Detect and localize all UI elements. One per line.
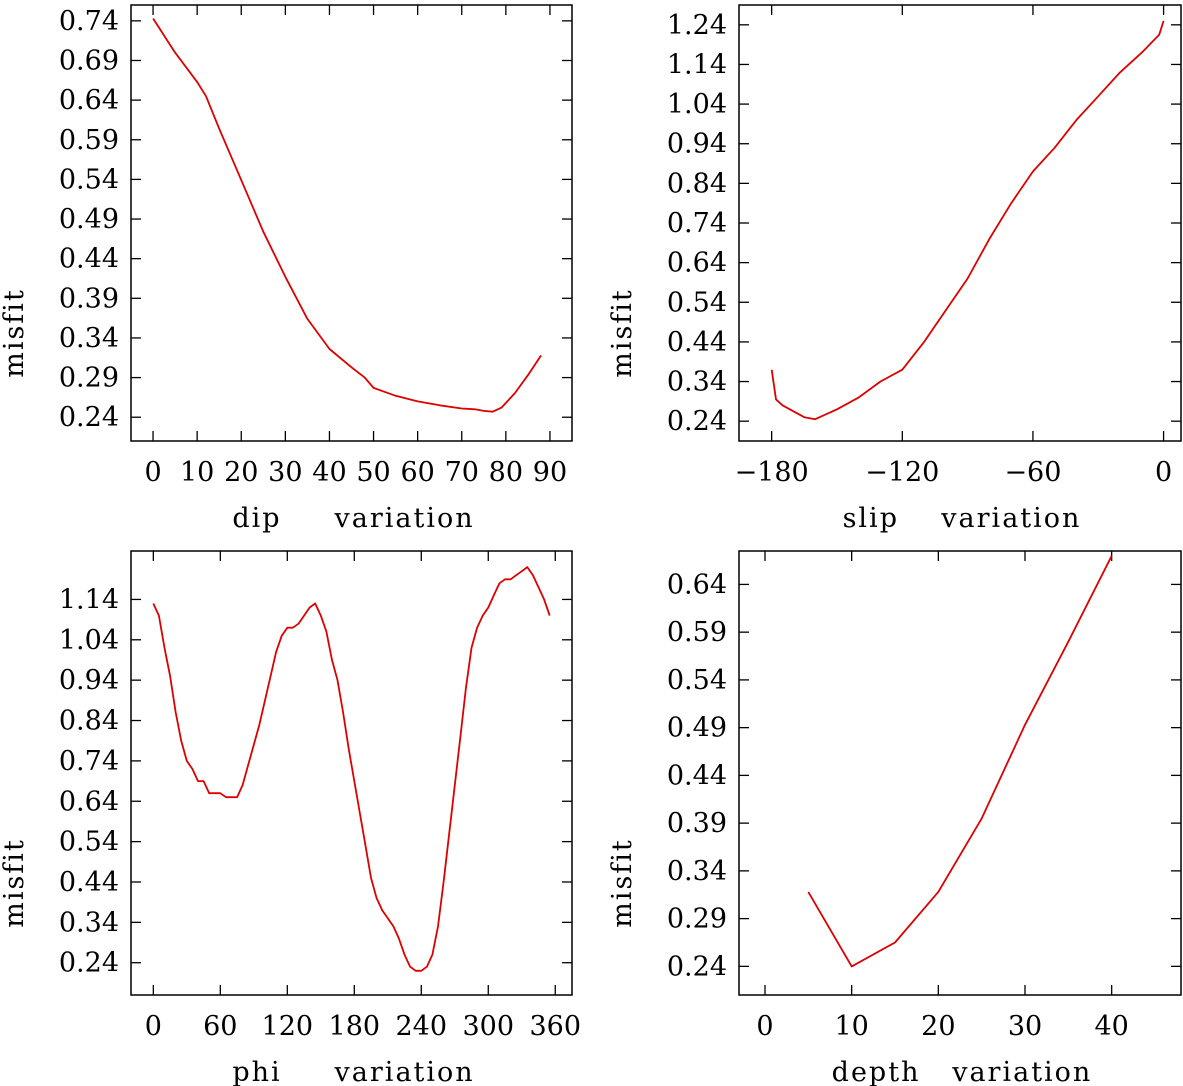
depth-xtick-label: 20 xyxy=(921,1011,955,1042)
phi-ytick-label: 0.74 xyxy=(59,746,119,777)
phi-xtick-label: 60 xyxy=(203,1011,237,1042)
depth-ytick-label: 0.59 xyxy=(667,617,727,648)
slip-ytick-label: 0.94 xyxy=(667,129,727,160)
dip-xaxis-label: dip variation xyxy=(232,503,474,534)
slip-xtick-label: 0 xyxy=(1155,457,1172,488)
dip-ytick-label: 0.74 xyxy=(59,6,119,37)
slip-misfit-line xyxy=(770,20,1165,421)
dip-ytick-label: 0.69 xyxy=(59,45,119,76)
slip-ytick-label: 0.34 xyxy=(667,367,727,398)
dip-xtick-label: 60 xyxy=(400,457,434,488)
depth-panel: 0.24 0.29 0.34 0.39 0.44 0.49 0.54 0.59 0.64 0 10 2… xyxy=(607,550,1182,1086)
slip-plot-frame xyxy=(738,4,1182,442)
slip-panel: 0.24 0.34 0.44 0.54 0.64 0.74 0.84 0.94 1.04 1.14… xyxy=(607,4,1182,534)
depth-yaxis-label: misfit xyxy=(607,838,638,928)
depth-ytick-label: 0.39 xyxy=(667,808,727,839)
dip-plot-frame xyxy=(130,4,573,442)
slip-ytick-label: 0.84 xyxy=(667,168,727,199)
slip-xtick-label: −60 xyxy=(1004,457,1061,488)
phi-ytick-label: 0.84 xyxy=(59,706,119,737)
dip-xtick-label: 20 xyxy=(224,457,258,488)
slip-ytick-label: 0.54 xyxy=(667,287,727,318)
depth-ytick-label: 0.49 xyxy=(667,713,727,744)
dip-xtick-label: 0 xyxy=(144,457,161,488)
dip-xtick-label: 70 xyxy=(445,457,479,488)
slip-ytick-label: 1.24 xyxy=(667,10,727,41)
slip-xaxis-label: slip variation xyxy=(843,503,1082,534)
depth-ytick-label: 0.44 xyxy=(667,760,727,791)
depth-xtick-label: 10 xyxy=(834,1011,868,1042)
slip-xtick-label: −180 xyxy=(735,457,809,488)
dip-ytick-label: 0.44 xyxy=(59,244,119,275)
phi-ytick-label: 0.64 xyxy=(59,786,119,817)
depth-xtick-label: 40 xyxy=(1094,1011,1128,1042)
slip-ytick-label: 0.64 xyxy=(667,248,727,279)
depth-ytick-label: 0.24 xyxy=(667,951,727,982)
dip-ytick-label: 0.49 xyxy=(59,204,119,235)
phi-xtick-label: 0 xyxy=(145,1011,162,1042)
phi-ytick-label: 0.34 xyxy=(59,907,119,938)
phi-xtick-label: 240 xyxy=(396,1011,448,1042)
depth-xtick-label: 0 xyxy=(756,1011,773,1042)
phi-xtick-label: 120 xyxy=(262,1011,314,1042)
dip-panel: 0.24 0.29 0.34 0.39 0.44 0.49 0.54 0.59 0.64 0.69… xyxy=(0,4,573,534)
phi-xtick-label: 300 xyxy=(462,1011,514,1042)
depth-xaxis-label: depth variation xyxy=(832,1057,1093,1086)
dip-ytick-label: 0.29 xyxy=(59,363,119,394)
dip-ytick-label: 0.24 xyxy=(59,402,119,433)
dip-ytick-label: 0.54 xyxy=(59,164,119,195)
dip-xtick-label: 10 xyxy=(180,457,214,488)
dip-xtick-label: 30 xyxy=(268,457,302,488)
dip-xtick-label: 80 xyxy=(489,457,523,488)
slip-yaxis-label: misfit xyxy=(607,288,638,378)
dip-ytick-label: 0.64 xyxy=(59,85,119,116)
dip-xtick-label: 50 xyxy=(356,457,390,488)
phi-plot-frame xyxy=(130,550,573,996)
slip-ytick-label: 1.04 xyxy=(667,89,727,120)
slip-xtick-label: −120 xyxy=(865,457,939,488)
phi-xaxis-label: phi variation xyxy=(232,1057,474,1086)
dip-ytick-label: 0.59 xyxy=(59,125,119,156)
depth-ytick-label: 0.64 xyxy=(667,569,727,600)
slip-ytick-label: 0.74 xyxy=(667,208,727,239)
phi-xtick-label: 180 xyxy=(329,1011,381,1042)
depth-misfit-line xyxy=(807,555,1113,968)
depth-ytick-label: 0.54 xyxy=(667,665,727,696)
depth-ytick-label: 0.29 xyxy=(667,904,727,935)
dip-ytick-label: 0.34 xyxy=(59,323,119,354)
slip-ytick-label: 0.24 xyxy=(667,406,727,437)
phi-ytick-label: 0.94 xyxy=(59,665,119,696)
phi-ytick-label: 0.54 xyxy=(59,827,119,858)
phi-ytick-label: 1.14 xyxy=(59,584,119,615)
phi-misfit-line xyxy=(152,566,551,972)
depth-ytick-label: 0.34 xyxy=(667,856,727,887)
depth-plot-frame xyxy=(738,550,1182,996)
slip-ytick-label: 1.14 xyxy=(667,49,727,80)
phi-ytick-label: 0.24 xyxy=(59,948,119,979)
phi-yaxis-label: misfit xyxy=(0,838,30,928)
phi-panel: 0.24 0.34 0.44 0.54 0.64 0.74 0.84 0.94 1.04 1.14… xyxy=(0,550,581,1086)
dip-xtick-label: 40 xyxy=(312,457,346,488)
dip-misfit-line xyxy=(152,18,542,413)
slip-ytick-label: 0.44 xyxy=(667,327,727,358)
dip-ytick-label: 0.39 xyxy=(59,283,119,314)
dip-yaxis-label: misfit xyxy=(0,288,30,378)
phi-ytick-label: 1.04 xyxy=(59,625,119,656)
dip-xtick-label: 90 xyxy=(533,457,567,488)
phi-ytick-label: 0.44 xyxy=(59,867,119,898)
depth-xtick-label: 30 xyxy=(1008,1011,1042,1042)
phi-xtick-label: 360 xyxy=(529,1011,581,1042)
